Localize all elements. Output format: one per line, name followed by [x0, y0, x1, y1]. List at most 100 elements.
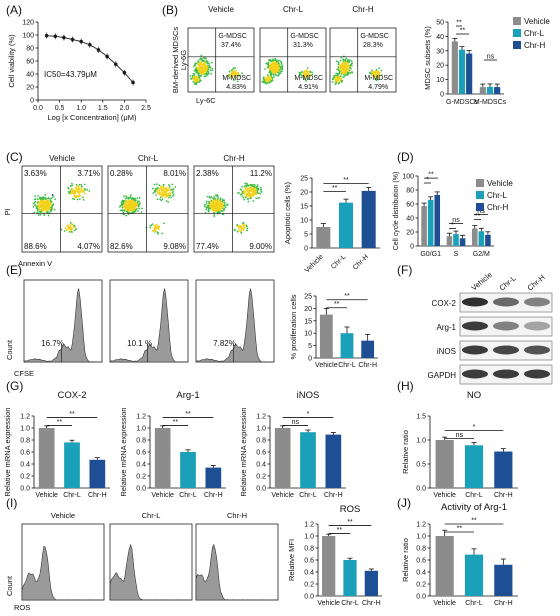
panel-g-chart-inos-x-tick-label: Chr-L [299, 492, 317, 499]
panel-c-flow-plot-event [129, 202, 132, 205]
panel-b-flow-plot-event [277, 59, 280, 62]
panel-c-flow-plot-event [244, 191, 247, 194]
panel-c-flow-plot-event [210, 206, 213, 209]
panel-b-chart-y-tick-label: 50 [436, 20, 444, 27]
panel-c-flow-plot-event [126, 201, 129, 204]
panel-h-chart-y-tick-label: 1.0 [416, 438, 426, 445]
panel-c-flow-plot-event [50, 209, 53, 212]
panel-b-flow-plot-event [196, 69, 199, 72]
panel-c-flow-plot-event [156, 231, 159, 234]
panel-c-flow-plot-event [49, 208, 52, 210]
panel-b-flow-plot-event [269, 76, 272, 79]
panel-c-flow-plot-event [43, 201, 46, 204]
panel-b-flow-plot-event [378, 72, 381, 75]
panel-h-chart-y-tick-label: 0.0 [416, 486, 426, 493]
panel-c-flow-plot-event [210, 201, 212, 204]
panel-g-chart-inos-bar-chrh [325, 434, 342, 488]
panel-c-flow-plot-event [162, 183, 165, 186]
panel-c-xlabel: Annexin V [18, 259, 52, 268]
panel-c-flow-plot-event [158, 190, 161, 193]
panel-b-flow-plot-event [233, 79, 235, 82]
panel-c-flow-plot-event [138, 203, 141, 206]
panel-c-flow-plot-event [33, 201, 36, 204]
panel-c-quadrant-lr: 4.07% [77, 242, 100, 251]
panel-d-sig-4-sig-label: ns [452, 217, 460, 224]
panel-f-band [524, 369, 550, 379]
panel-c-flow-plot-event [256, 185, 259, 188]
panel-g-chart-cox2-x-tick-label: Vehicle [35, 492, 58, 499]
panel-c-flow-plot-event [69, 226, 72, 228]
panel-c-flow-plot-event [128, 200, 131, 202]
panel-d-legend-swatch [476, 203, 484, 211]
panel-b-mmdsc-pct: 4.83% [226, 84, 246, 91]
panel-b-chart-bar-vehicle-1 [479, 87, 486, 94]
panel-c-flow-plot-frame [107, 165, 189, 253]
panel-b-flow-plot-event [337, 82, 340, 85]
panel-c-flow-plot-event [209, 205, 211, 207]
panel-c-flow-plot-event [50, 200, 52, 203]
panel-b-flow-plot-event [194, 68, 197, 71]
panel-c-flow-plot-event [233, 228, 236, 231]
panel-c-flow-plot-event [36, 201, 39, 204]
panel-g-chart-inos-ylabel: Relative mRNA expression [239, 407, 248, 496]
panel-b-group-title: Chr-H [352, 5, 374, 14]
panel-b-sig-2-sig-label: ** [460, 28, 466, 35]
panel-e-ylabel: Count [5, 339, 14, 360]
panel-c-flow-plot-event [68, 190, 71, 193]
panel-b-flow-plot-event [280, 70, 282, 73]
panel-g-chart-cox2-ylabel: Relative mRNA expression [3, 407, 12, 496]
panel-b-flow-plot-event [233, 72, 236, 74]
panel-c-flow-plot-event [52, 195, 55, 197]
panel-b-flow-plot-event [348, 60, 350, 62]
panel-b-flow-plot-event [345, 61, 348, 64]
panel-b-flow-plot-event [340, 71, 343, 74]
panel-g-chart-cox2-sig-1-sig-label: ** [57, 419, 63, 426]
panel-b-flow-plot-event [206, 62, 209, 65]
panel-g-chart-cox2-y-tick-label: 0.6 [20, 450, 30, 457]
panel-c-flow-plot-event [43, 205, 46, 207]
panel-f-band [493, 321, 519, 331]
panel-b-flow-plot-event [370, 76, 373, 79]
panel-c-flow-plot-event [252, 192, 255, 194]
panel-b-flow-plot-event [199, 67, 202, 70]
panel-e-chart-y-tick-label: 15 [304, 318, 312, 325]
panel-c-flow-plot-event [243, 185, 246, 188]
panel-c-flow-plot-event [60, 228, 63, 231]
panel-b-flow-plot-event [193, 65, 195, 68]
panel-c-flow-plot-event [37, 206, 40, 208]
panel-c-flow-plot-event [151, 229, 154, 232]
panel-e-histogram-curve [195, 288, 275, 363]
panel-b-flow-plot-event [203, 68, 206, 71]
panel-b-flow-plot-event [198, 76, 201, 79]
panel-b-flow-plot-event [303, 78, 305, 81]
panel-b-flow-plot-event [342, 76, 345, 79]
panel-c-flow-plot-event [128, 210, 130, 213]
panel-b-flow-plot-event [305, 73, 307, 76]
panel-c-flow-plot-event [241, 195, 244, 198]
panel-c-flow-plot-event [221, 202, 224, 205]
panel-i-histogram-curve [109, 543, 193, 601]
panel-c-flow-plot-event [223, 201, 226, 204]
panel-f-band [462, 321, 488, 331]
panel-c-flow-plot-event [161, 186, 164, 189]
panel-i-group-title: Chr-L [142, 511, 161, 520]
panel-c-flow-plot-event [44, 198, 47, 200]
panel-c-flow-plot-event [140, 211, 143, 213]
panel-c-flow-plot-event [52, 203, 55, 206]
panel-c-flow-plot-event [129, 208, 132, 211]
panel-c-flow-plot-event [244, 224, 247, 227]
panel-b-flow-plot-event [271, 78, 274, 80]
panel-j-chart-bar-chrl [464, 554, 484, 596]
panel-b-flow-plot-event [269, 58, 271, 61]
panel-c-flow-plot-event [42, 210, 44, 212]
panel-c-flow-plot-event [154, 228, 156, 231]
panel-c-flow-plot-event [136, 210, 139, 213]
panel-i-histogram [21, 523, 105, 601]
panel-b-gmdsc-pct: 28.3% [363, 42, 383, 49]
panel-b-gmdsc-pct: 31.3% [293, 42, 313, 49]
panel-b-flow-plot-event [331, 80, 334, 83]
panel-c-flow-plot-event [47, 206, 50, 209]
panel-f-band [462, 297, 488, 307]
panel-c-flow-plot-event [131, 205, 134, 207]
panel-b-flow-plot-event [273, 76, 275, 78]
